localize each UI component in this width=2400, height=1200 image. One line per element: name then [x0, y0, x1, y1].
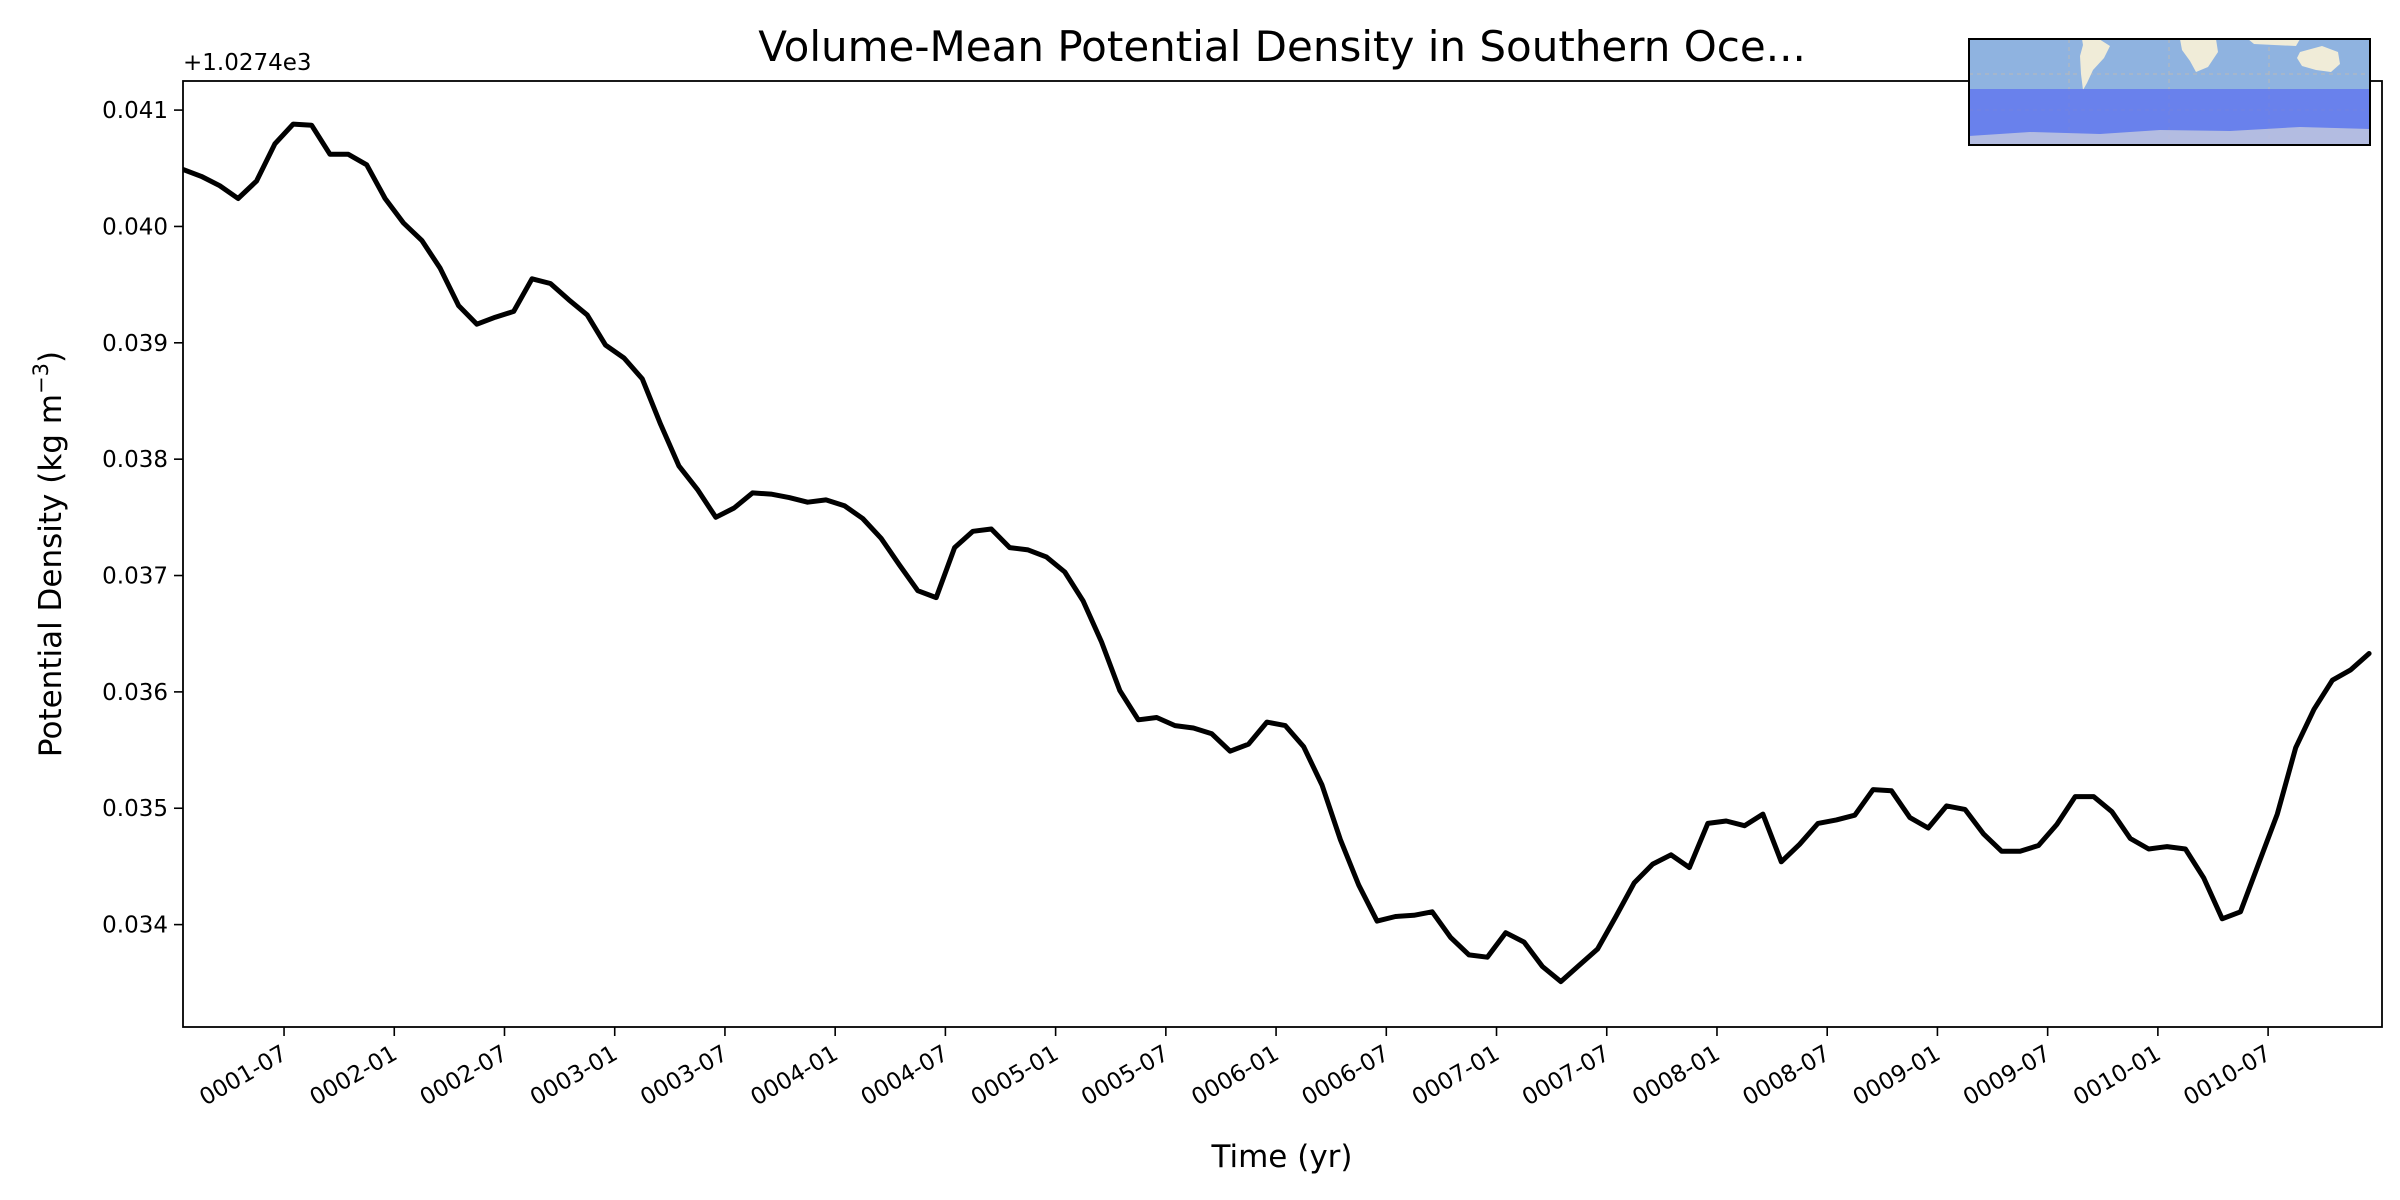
y-axis-label-close: ) [33, 351, 69, 363]
plot-area-frame [182, 80, 2383, 1028]
y-axis-label: Potential Density (kg m−3) [29, 351, 69, 757]
inset-map-frame [1968, 38, 2371, 146]
y-tick-label: 0.036 [102, 680, 168, 706]
south-america-landmass [2080, 39, 2110, 90]
x-tick-label: 0004-07 [857, 1041, 953, 1112]
x-axis: 0001-07 0002-01 0002-07 0003-01 0003-07 0004-… [195, 1027, 2276, 1112]
x-tick-label: 0003-07 [636, 1041, 732, 1112]
y-tick-label: 0.041 [102, 98, 168, 124]
series-layer [183, 121, 2372, 985]
x-tick-label: 0004-01 [746, 1041, 842, 1112]
y-tick-label: 0.040 [102, 214, 168, 240]
africa-landmass [2180, 39, 2218, 72]
x-tick-label: 0002-01 [306, 1041, 402, 1112]
y-offset-text: +1.0274e3 [183, 50, 312, 76]
x-axis-label: Time (yr) [1211, 1139, 1353, 1175]
x-tick-label: 0001-07 [195, 1041, 291, 1112]
x-tick-label: 0005-01 [967, 1041, 1063, 1112]
australia-landmass [2297, 46, 2340, 72]
x-tick-label: 0009-07 [1959, 1041, 2055, 1112]
x-tick-label: 0002-07 [416, 1041, 512, 1112]
antarctica-landmass [1969, 127, 2370, 145]
x-tick-label: 0010-07 [2179, 1041, 2275, 1112]
x-tick-label: 0003-01 [526, 1041, 622, 1112]
x-tick-label: 0008-01 [1628, 1041, 1724, 1112]
y-tick-label: 0.034 [102, 913, 168, 939]
chart-title: Volume-Mean Potential Density in Souther… [758, 22, 1806, 71]
y-tick-label: 0.039 [102, 331, 168, 357]
y-tick-label: 0.038 [102, 447, 168, 473]
x-tick-label: 0005-07 [1077, 1041, 1173, 1112]
inset-map [1968, 38, 2371, 146]
x-tick-label: 0010-01 [2069, 1041, 2165, 1112]
x-tick-label: 0006-07 [1298, 1041, 1394, 1112]
x-tick-label: 0007-01 [1408, 1041, 1504, 1112]
x-tick-label: 0009-01 [1849, 1041, 1945, 1112]
y-tick-label: 0.037 [102, 564, 168, 590]
x-tick-label: 0006-01 [1187, 1041, 1283, 1112]
y-axis: 0.034 0.035 0.036 0.037 0.038 0.039 0.040 0.041 [102, 98, 183, 939]
y-axis-label-unit-exponent: −3 [29, 363, 53, 394]
series-line [183, 121, 2372, 985]
x-tick-label: 0007-07 [1518, 1041, 1614, 1112]
asia-landmass [2248, 39, 2300, 46]
x-tick-label: 0008-07 [1739, 1041, 1835, 1112]
y-axis-label-text: Potential Density (kg m [33, 394, 69, 757]
y-tick-label: 0.035 [102, 796, 168, 822]
